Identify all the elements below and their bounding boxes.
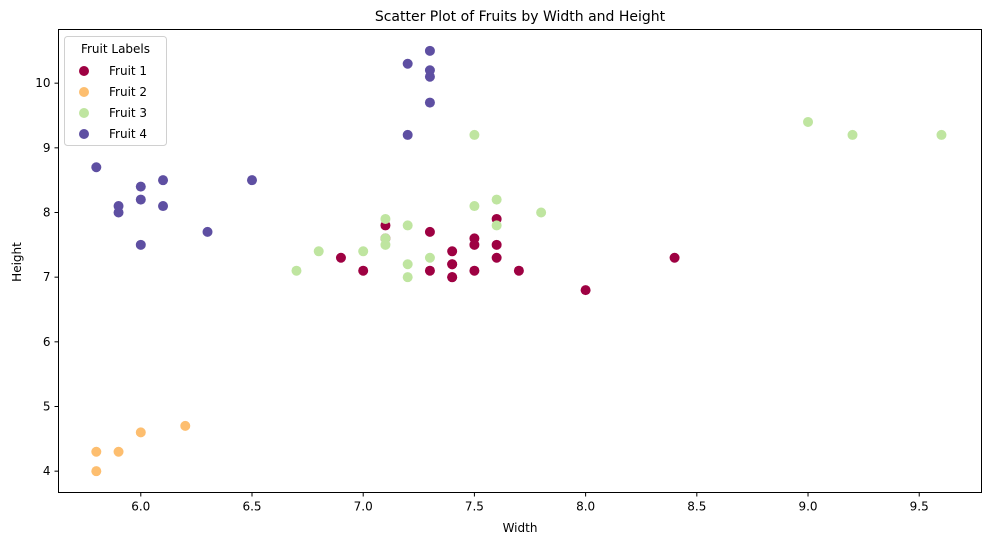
y-tick-label: 8 bbox=[43, 206, 51, 220]
data-point-fruit-3 bbox=[936, 129, 947, 140]
data-point-fruit-2 bbox=[113, 446, 124, 457]
y-tick-label: 9 bbox=[43, 141, 51, 155]
legend-marker bbox=[79, 108, 89, 118]
data-point-fruit-3 bbox=[380, 239, 391, 250]
chart-title: Scatter Plot of Fruits by Width and Heig… bbox=[375, 9, 666, 25]
legend-marker bbox=[79, 87, 89, 97]
data-point-fruit-1 bbox=[469, 265, 480, 276]
data-point-fruit-3 bbox=[424, 252, 435, 263]
legend: Fruit Labels Fruit 1 Fruit 2 Fruit 3 Fruit 4 bbox=[64, 36, 167, 146]
data-point-fruit-4 bbox=[424, 71, 435, 82]
data-point-fruit-3 bbox=[491, 194, 502, 205]
y-tick-label: 5 bbox=[43, 399, 51, 413]
y-tick-label: 7 bbox=[43, 270, 51, 284]
data-point-fruit-1 bbox=[469, 239, 480, 250]
data-point-fruit-2 bbox=[135, 427, 146, 438]
y-tick-label: 6 bbox=[43, 335, 51, 349]
legend-entry: Fruit 4 bbox=[109, 127, 147, 141]
data-point-fruit-3 bbox=[491, 220, 502, 231]
data-point-fruit-4 bbox=[158, 175, 169, 186]
legend-marker bbox=[79, 66, 89, 76]
data-point-fruit-3 bbox=[291, 265, 302, 276]
data-point-fruit-4 bbox=[135, 181, 146, 192]
data-point-fruit-4 bbox=[402, 129, 413, 140]
data-point-fruit-4 bbox=[135, 194, 146, 205]
data-point-fruit-4 bbox=[402, 58, 413, 69]
legend-entry: Fruit 2 bbox=[109, 85, 147, 99]
data-point-fruit-2 bbox=[91, 466, 102, 477]
data-point-fruit-3 bbox=[358, 246, 369, 257]
data-point-fruit-4 bbox=[202, 226, 213, 237]
y-tick-label: 10 bbox=[35, 76, 50, 90]
data-point-fruit-4 bbox=[135, 239, 146, 250]
data-point-fruit-3 bbox=[313, 246, 324, 257]
data-point-fruit-1 bbox=[491, 252, 502, 263]
y-axis-label: Height bbox=[10, 242, 24, 282]
data-point-fruit-3 bbox=[803, 116, 814, 127]
data-point-fruit-4 bbox=[246, 175, 257, 186]
data-point-fruit-1 bbox=[424, 226, 435, 237]
data-point-fruit-1 bbox=[335, 252, 346, 263]
data-point-fruit-2 bbox=[91, 446, 102, 457]
data-point-fruit-3 bbox=[469, 129, 480, 140]
data-point-fruit-4 bbox=[91, 162, 102, 173]
data-point-fruit-4 bbox=[424, 45, 435, 56]
x-tick-label: 9.0 bbox=[798, 500, 817, 514]
data-point-fruit-3 bbox=[469, 201, 480, 212]
data-point-fruit-3 bbox=[402, 272, 413, 283]
x-tick-label: 6.0 bbox=[131, 500, 150, 514]
data-point-fruit-1 bbox=[358, 265, 369, 276]
data-point-fruit-4 bbox=[158, 201, 169, 212]
data-point-fruit-2 bbox=[180, 420, 191, 431]
data-point-fruit-3 bbox=[402, 220, 413, 231]
data-point-fruit-1 bbox=[669, 252, 680, 263]
data-point-fruit-3 bbox=[847, 129, 858, 140]
x-axis-label: Width bbox=[503, 521, 538, 535]
x-tick-label: 9.5 bbox=[910, 500, 929, 514]
x-tick-label: 8.0 bbox=[576, 500, 595, 514]
legend-entry: Fruit 1 bbox=[109, 64, 147, 78]
data-point-fruit-3 bbox=[402, 259, 413, 270]
x-tick-label: 7.0 bbox=[354, 500, 373, 514]
data-point-fruit-1 bbox=[424, 265, 435, 276]
data-point-fruit-3 bbox=[380, 213, 391, 224]
x-tick-label: 6.5 bbox=[242, 500, 261, 514]
y-axis: 4 5 6 7 8 9 10 bbox=[35, 76, 59, 478]
y-tick-label: 4 bbox=[43, 464, 51, 478]
legend-box bbox=[64, 36, 167, 146]
data-point-fruit-3 bbox=[536, 207, 547, 218]
data-point-fruit-1 bbox=[513, 265, 524, 276]
data-point-fruit-1 bbox=[580, 285, 591, 296]
plot-frame bbox=[58, 29, 982, 493]
legend-marker bbox=[79, 129, 89, 139]
legend-entry: Fruit 3 bbox=[109, 106, 147, 120]
data-points bbox=[91, 45, 947, 477]
data-point-fruit-1 bbox=[447, 259, 458, 270]
legend-title: Fruit Labels bbox=[81, 42, 150, 56]
data-point-fruit-4 bbox=[113, 207, 124, 218]
data-point-fruit-1 bbox=[447, 246, 458, 257]
x-tick-label: 7.5 bbox=[465, 500, 484, 514]
data-point-fruit-4 bbox=[424, 97, 435, 108]
data-point-fruit-1 bbox=[491, 239, 502, 250]
data-point-fruit-1 bbox=[447, 272, 458, 283]
x-tick-label: 8.5 bbox=[687, 500, 706, 514]
x-axis: 6.0 6.5 7.0 7.5 8.0 8.5 9.0 9.5 bbox=[131, 492, 929, 514]
